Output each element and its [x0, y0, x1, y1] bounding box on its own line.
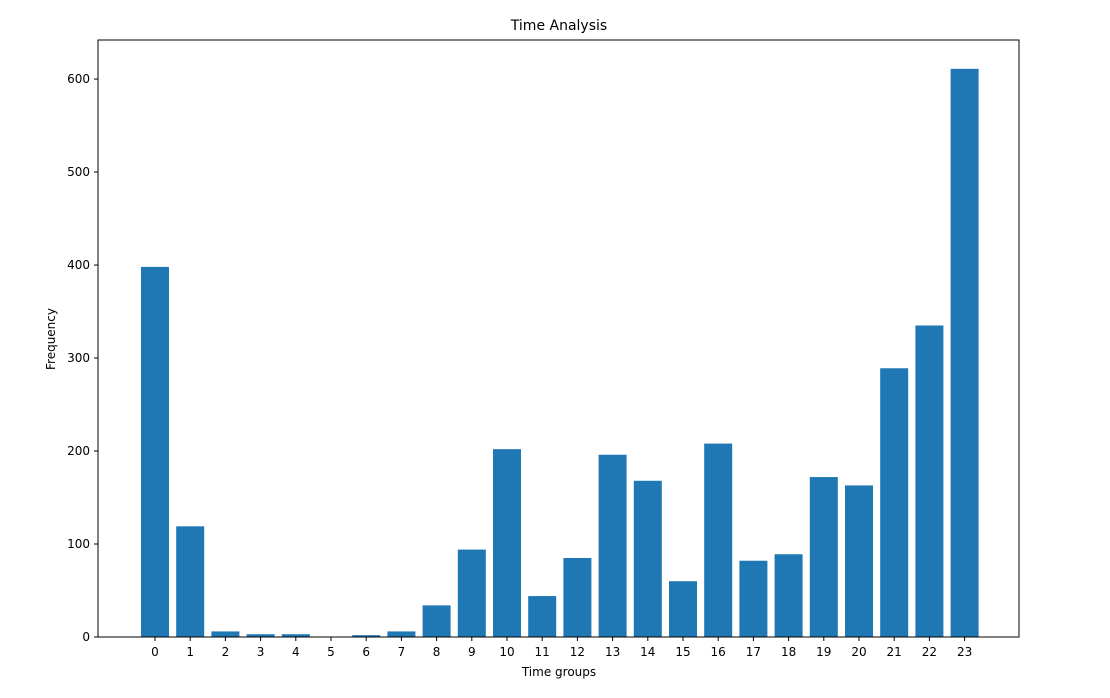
bar-22: [915, 325, 944, 637]
bar-16: [704, 443, 733, 637]
x-tick-label: 18: [781, 645, 796, 659]
x-axis: 0 1 2 3 4 5 6 7 8 9 10 11 12 13 14 15 16 17 18 19 20 21 22 23: [151, 637, 972, 659]
x-tick-label: 1: [186, 645, 194, 659]
bar-15: [669, 581, 697, 637]
bar-3: [246, 634, 275, 637]
x-tick-label: 17: [746, 645, 761, 659]
x-tick-label: 14: [640, 645, 655, 659]
y-axis-label: Frequency: [44, 308, 58, 370]
x-tick-label: 22: [922, 645, 937, 659]
x-tick-label: 7: [398, 645, 406, 659]
bar-11: [528, 596, 557, 637]
x-tick-label: 9: [468, 645, 476, 659]
x-tick-label: 21: [887, 645, 902, 659]
y-tick-label: 400: [67, 258, 90, 272]
x-axis-label: Time groups: [521, 665, 596, 679]
bar-1: [176, 526, 205, 637]
chart-title: Time Analysis: [510, 18, 607, 34]
bar-23: [950, 68, 979, 637]
bar-7: [387, 631, 416, 637]
x-tick-label: 0: [151, 645, 159, 659]
x-tick-label: 16: [711, 645, 726, 659]
bar-21: [880, 368, 909, 637]
bar-8: [422, 605, 451, 637]
x-tick-label: 19: [816, 645, 831, 659]
y-tick-label: 300: [67, 351, 90, 365]
bar-20: [845, 485, 873, 637]
x-tick-label: 20: [851, 645, 866, 659]
bar-17: [739, 560, 768, 637]
y-tick-label: 100: [67, 537, 90, 551]
x-tick-label: 10: [499, 645, 514, 659]
x-tick-label: 3: [257, 645, 265, 659]
x-tick-label: 13: [605, 645, 620, 659]
plot-frame: [97, 39, 1020, 638]
y-tick-label: 200: [67, 444, 90, 458]
bar-13: [598, 454, 627, 637]
bar-6: [352, 635, 381, 637]
bar-18: [774, 554, 803, 637]
y-axis: 0 100 200 300 400 500 600: [67, 72, 98, 644]
bar-4: [281, 634, 310, 637]
x-tick-label: 6: [362, 645, 370, 659]
y-tick-label: 600: [67, 72, 90, 86]
x-tick-label: 8: [433, 645, 441, 659]
x-tick-label: 11: [535, 645, 550, 659]
bar-19: [809, 477, 838, 637]
bars-group: [141, 68, 979, 637]
x-tick-label: 4: [292, 645, 300, 659]
x-tick-label: 5: [327, 645, 335, 659]
x-tick-label: 2: [222, 645, 230, 659]
y-tick-label: 500: [67, 165, 90, 179]
x-tick-label: 15: [675, 645, 690, 659]
bar-12: [563, 557, 592, 637]
x-tick-label: 23: [957, 645, 972, 659]
bar-14: [633, 480, 662, 637]
bar-2: [211, 631, 240, 637]
bar-10: [493, 449, 521, 637]
x-tick-label: 12: [570, 645, 585, 659]
y-tick-label: 0: [82, 630, 90, 644]
bar-0: [141, 266, 169, 637]
bar-9: [457, 549, 486, 637]
